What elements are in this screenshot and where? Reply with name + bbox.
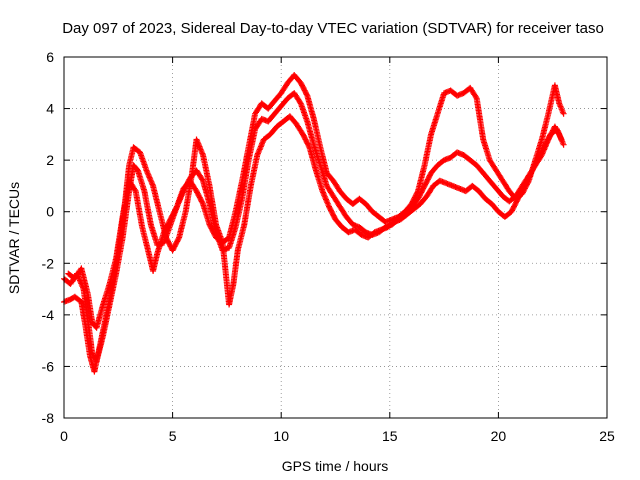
y-tick-label: 0: [46, 204, 54, 220]
data-point: [558, 136, 565, 143]
data-point: [199, 176, 206, 183]
data-point: [303, 91, 310, 98]
y-tick-label: 6: [46, 49, 54, 65]
chart-title: Day 097 of 2023, Sidereal Day-to-day VTE…: [62, 20, 604, 37]
x-tick-label: 20: [491, 428, 507, 444]
data-marks: [61, 72, 567, 375]
data-point: [131, 186, 138, 193]
x-axis-label: GPS time / hours: [282, 458, 389, 474]
x-tick-label: 0: [60, 428, 68, 444]
y-tick-label: -4: [42, 307, 55, 323]
y-tick-label: 4: [46, 101, 54, 117]
data-point: [472, 94, 479, 100]
x-tick-label: 15: [382, 428, 398, 444]
x-tick-label: 5: [169, 428, 177, 444]
y-tick-label: -6: [42, 358, 55, 374]
plot-frame: [63, 56, 608, 419]
x-tick-label: 25: [599, 428, 615, 444]
data-point: [559, 109, 566, 116]
data-point: [301, 86, 307, 93]
y-tick-label: 2: [46, 152, 54, 168]
y-tick-label: -2: [42, 255, 55, 271]
x-tick-label: 10: [273, 428, 289, 444]
axis-ticks: 0 5 10 15 20 25 -8 -6 -4 -2 0 2 4 6: [42, 49, 615, 444]
y-axis-label: SDTVAR / TECUs: [6, 182, 22, 294]
data-point: [560, 110, 567, 117]
y-tick-label: -8: [42, 410, 55, 426]
data-point: [560, 141, 567, 148]
grid: [64, 57, 607, 418]
